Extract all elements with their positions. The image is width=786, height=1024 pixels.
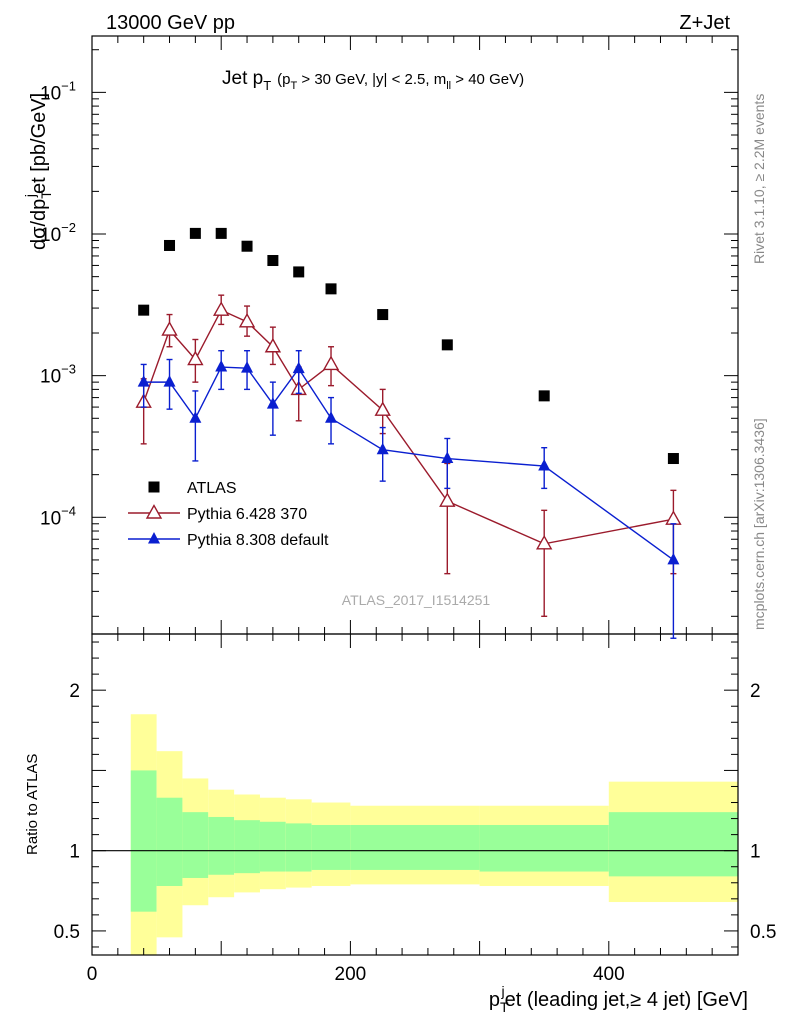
- data-point: [538, 390, 550, 402]
- data-point: [164, 239, 176, 251]
- main-y-tick-label: 10−4: [40, 503, 76, 529]
- legend-label: Pythia 8.308 default: [187, 532, 329, 549]
- data-point: [241, 361, 254, 373]
- data-point: [264, 337, 282, 353]
- data-point: [238, 312, 256, 328]
- legend-marker: [148, 532, 160, 544]
- ratio-band-inner-7: [311, 824, 351, 870]
- data-series-layer: [135, 227, 682, 639]
- data-point: [292, 361, 305, 374]
- series-line-2: [143, 366, 674, 561]
- plot-title: Jet pT (pT > 30 GeV, |y| < 2.5, mll > 40 …: [222, 68, 524, 93]
- data-point: [536, 534, 553, 550]
- data-point: [667, 453, 679, 465]
- x-tick-label: 200: [335, 964, 367, 985]
- data-point: [267, 255, 279, 267]
- data-point: [322, 355, 340, 371]
- header-energy-label: 13000 GeV pp: [106, 12, 235, 34]
- data-point: [266, 397, 279, 409]
- ratio-band-inner-10: [479, 824, 609, 872]
- data-point: [293, 266, 305, 278]
- data-point: [163, 375, 176, 387]
- series-2: [137, 350, 680, 639]
- main-y-tick-label: 10−3: [40, 362, 76, 388]
- data-point: [189, 227, 201, 239]
- legend: ATLAS Pythia 6.428 370 Pythia 8.308 defaul…: [128, 480, 329, 549]
- ratio-plot-frame: [91, 633, 739, 956]
- data-point: [161, 321, 178, 336]
- x-tick-label: 400: [593, 964, 625, 985]
- header-process-label: Z+Jet: [679, 12, 730, 34]
- data-point: [213, 301, 230, 316]
- data-point: [376, 442, 389, 455]
- ratio-y-tick-label: 1: [69, 842, 80, 863]
- data-point: [441, 339, 453, 351]
- mcplots-source-label: mcplots.cern.ch [arXiv:1306.3436]: [751, 418, 767, 630]
- data-point: [215, 360, 228, 372]
- data-point: [667, 552, 680, 565]
- data-point: [325, 283, 337, 295]
- data-point: [441, 451, 454, 464]
- ratio-uncertainty-bands: [130, 714, 738, 955]
- series-line-1: [143, 309, 674, 545]
- main-y-axis-ticks: 10−1 10−2 10−3 10−4: [40, 49, 738, 617]
- data-point: [538, 459, 551, 471]
- main-y-tick-label: 10−2: [40, 220, 76, 246]
- data-point: [187, 350, 204, 366]
- ratio-y-tick-label: 2: [69, 681, 80, 702]
- analysis-watermark: ATLAS_2017_I1514251: [342, 592, 491, 608]
- data-point: [325, 411, 338, 423]
- legend-label: Pythia 6.428 370: [187, 506, 307, 523]
- data-point: [377, 309, 389, 321]
- series-0: [138, 227, 679, 465]
- ratio-band-inner-2: [182, 812, 209, 878]
- data-point: [241, 240, 253, 252]
- ratio-y-tick-label-right: 0.5: [750, 922, 776, 943]
- series-1: [135, 294, 682, 618]
- ratio-y-axis-label: Ratio to ATLAS: [24, 754, 41, 855]
- main-y-axis-label: dσ/dpTjet [pb/GeV]: [22, 93, 54, 250]
- legend-marker: [145, 504, 163, 519]
- x-tick-label: 0: [87, 964, 98, 985]
- ratio-band-inner-6: [285, 823, 312, 872]
- ratio-band-inner-8: [350, 824, 415, 870]
- data-point: [189, 411, 202, 423]
- legend-label: ATLAS: [187, 480, 237, 497]
- ratio-band-inner-3: [208, 816, 235, 875]
- ratio-band-inner-11: [608, 812, 738, 877]
- ratio-band-inner-1: [156, 797, 183, 886]
- data-point: [138, 304, 150, 316]
- legend-marker: [148, 481, 160, 493]
- ratio-y-tick-label: 0.5: [54, 922, 80, 943]
- data-point: [665, 510, 682, 525]
- ratio-band-inner-5: [259, 821, 286, 872]
- ratio-y-tick-label-right: 2: [750, 681, 761, 702]
- ratio-band-inner-0: [130, 770, 157, 912]
- data-point: [374, 401, 391, 416]
- data-point: [137, 375, 150, 387]
- ratio-band-inner-9: [415, 824, 480, 870]
- data-point: [439, 492, 456, 507]
- ratio-y-axis-ticks: 2 2 1 1 0.5 0.5: [54, 641, 776, 948]
- rivet-version-label: Rivet 3.1.10, ≥ 2.2M events: [751, 94, 767, 264]
- x-axis-label: pTjet (leading jet,≥ 4 jet) [GeV]: [489, 983, 748, 1015]
- ratio-band-inner-4: [234, 820, 260, 874]
- data-point: [215, 227, 227, 239]
- x-axis-ticks: 0 200 400: [87, 36, 739, 985]
- ratio-y-tick-label-right: 1: [750, 842, 761, 863]
- main-y-tick-label: 10−1: [40, 78, 76, 104]
